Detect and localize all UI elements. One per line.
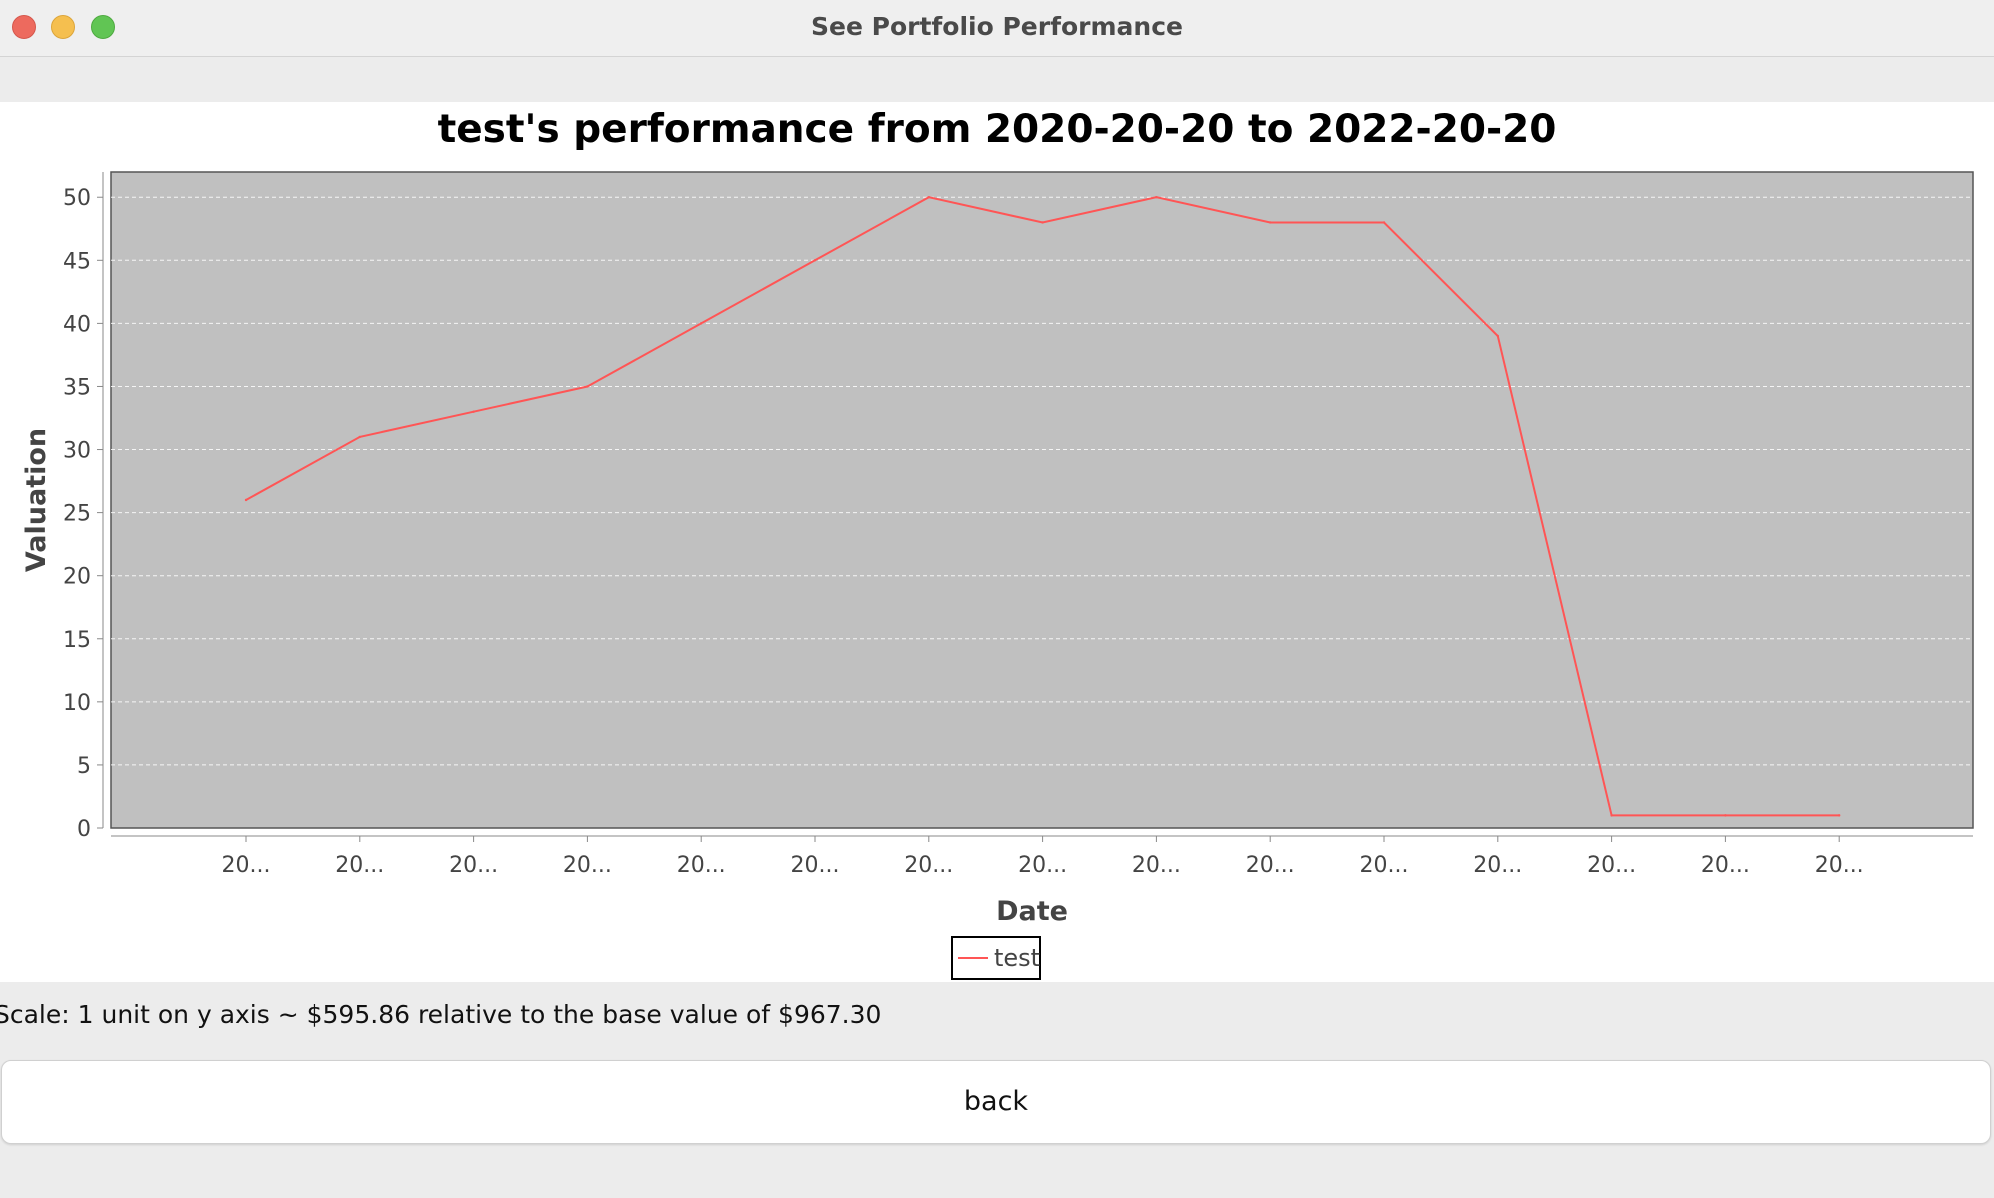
scale-note: Scale: 1 unit on y axis ~ $595.86 relati… (0, 1000, 882, 1029)
minimize-window-button[interactable] (51, 15, 75, 39)
performance-chart: test's performance from 2020-20-20 to 20… (21, 107, 1974, 980)
legend-label: test (994, 944, 1040, 972)
x-tick-label: 20... (1360, 853, 1409, 878)
x-axis-label: Date (996, 896, 1068, 927)
series-layer (244, 196, 1841, 817)
data-point (1269, 221, 1272, 224)
legend: test (951, 936, 1041, 980)
window-title: See Portfolio Performance (811, 12, 1183, 41)
y-tick-label: 20 (63, 565, 91, 590)
x-tick-label: 20... (677, 853, 726, 878)
data-point (1041, 221, 1044, 224)
x-tick-label: 20... (1587, 853, 1636, 878)
x-tick-label: 20... (904, 853, 953, 878)
x-tick-label: 20... (222, 853, 271, 878)
y-axis-label: Valuation (21, 428, 52, 572)
title-bar: See Portfolio Performance (0, 0, 1994, 57)
x-tick-label: 20... (1815, 853, 1864, 878)
x-tick-label: 20... (791, 853, 840, 878)
chart-panel: test's performance from 2020-20-20 to 20… (0, 102, 1994, 982)
data-point (1382, 221, 1386, 224)
y-tick-label: 0 (77, 817, 91, 842)
y-axis: 0 5 10 15 20 25 30 35 40 45 50 (63, 172, 104, 842)
y-tick-label: 25 (63, 502, 91, 527)
y-tick-label: 50 (63, 186, 91, 211)
x-tick-label: 20... (1701, 853, 1750, 878)
y-tick-label: 5 (77, 754, 91, 779)
y-tick-label: 40 (63, 312, 91, 337)
data-point (1155, 196, 1158, 199)
y-tick-label: 15 (63, 628, 91, 653)
y-tick-label: 45 (63, 249, 91, 274)
plot-area (110, 171, 1974, 829)
maximize-window-button[interactable] (91, 15, 115, 39)
y-tick-label: 30 (63, 439, 91, 464)
y-tick-label: 10 (63, 691, 91, 716)
close-window-button[interactable] (12, 15, 36, 39)
x-tick-label: 20... (1246, 853, 1295, 878)
data-point (1838, 814, 1841, 817)
gridlines (111, 196, 1973, 766)
data-point (700, 322, 703, 325)
data-point (472, 410, 475, 413)
y-tick-label: 35 (63, 375, 91, 400)
x-tick-label: 20... (563, 853, 612, 878)
data-point (813, 259, 817, 262)
x-tick-label: 20... (1473, 853, 1522, 878)
legend-box (951, 936, 1041, 980)
x-tick-label: 20... (335, 853, 384, 878)
x-tick-label: 20... (1132, 853, 1181, 878)
data-point (358, 435, 361, 439)
data-point (244, 498, 248, 502)
x-tick-label: 20... (1018, 853, 1067, 878)
data-point (1724, 814, 1727, 817)
data-point (586, 385, 589, 388)
x-axis: 20... 20... 20... 20... 20... 20... 20... 20...… (111, 835, 1973, 878)
data-point (927, 196, 930, 199)
chart-title: test's performance from 2020-20-20 to 20… (438, 107, 1557, 152)
x-tick-label: 20... (449, 853, 498, 878)
back-button[interactable]: back (1, 1060, 1991, 1144)
data-point (1610, 814, 1613, 817)
data-point (1496, 334, 1500, 338)
